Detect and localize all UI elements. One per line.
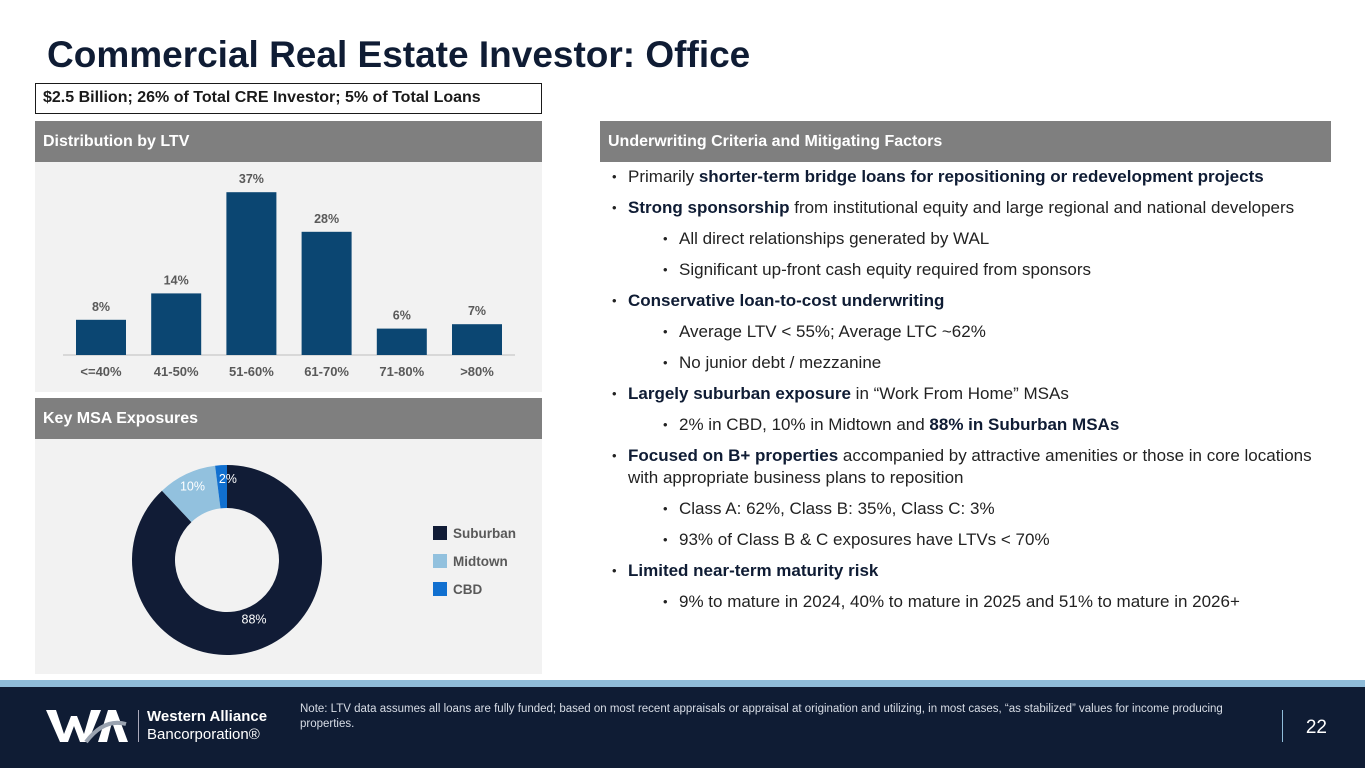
bullet-text: Conservative loan-to-cost underwriting: [628, 291, 945, 310]
bullet-item: All direct relationships generated by WA…: [663, 228, 1312, 250]
ltv-chart-panel: 8% <=40% 14% 41-50% 37% 51-60% 28% 61-70% 6% 71-8…: [35, 162, 542, 392]
bullet-text: Largely suburban exposure: [628, 384, 851, 403]
bullet-text: 88% in Suburban MSAs: [929, 415, 1120, 434]
criteria-list: Primarily shorter-term bridge loans for …: [612, 166, 1312, 622]
page-title: Commercial Real Estate Investor: Office: [47, 34, 751, 75]
x-tick-label: 51-60%: [229, 364, 274, 379]
bullet-item: Strong sponsorship from institutional eq…: [612, 197, 1312, 219]
bar-1: [151, 293, 202, 355]
msa-donut-chart: 88% Suburban 10% Midtown 2% CBD: [132, 465, 516, 655]
bullet-text: Class A: 62%, Class B: 35%, Class C: 3%: [679, 499, 995, 518]
criteria-header: Underwriting Criteria and Mitigating Fac…: [600, 121, 1331, 162]
legend-swatch: [433, 582, 447, 596]
slice-label: 88%: [242, 612, 267, 626]
bullet-item: Average LTV < 55%; Average LTC ~62%: [663, 321, 1312, 343]
bullet-text: accompanied by attractive amenities or t…: [628, 446, 1312, 487]
bullet-item: 2% in CBD, 10% in Midtown and 88% in Sub…: [663, 414, 1312, 436]
bullet-item: Conservative loan-to-cost underwriting: [612, 290, 1312, 312]
bullet-text: shorter-term bridge loans for reposition…: [698, 167, 1264, 186]
msa-chart-panel: 88% Suburban 10% Midtown 2% CBD: [35, 439, 542, 674]
bullet-item: Primarily shorter-term bridge loans for …: [612, 166, 1312, 188]
legend-swatch: [433, 554, 447, 568]
bar-label: 14%: [164, 273, 189, 287]
donut-slice-midtown: [161, 465, 221, 523]
bar-0: [76, 319, 126, 355]
legend-label: Suburban: [453, 526, 516, 541]
western-alliance-logo-icon: [46, 710, 128, 744]
bar-label: 8%: [92, 300, 110, 314]
footer-strip: [0, 680, 1365, 687]
logo-divider: [138, 710, 139, 742]
bullet-text: Primarily: [628, 167, 699, 186]
legend-label: CBD: [453, 582, 482, 597]
bullet-text: No junior debt / mezzanine: [679, 353, 882, 372]
footnote: Note: LTV data assumes all loans are ful…: [300, 703, 1223, 730]
x-tick-label: <=40%: [80, 364, 122, 379]
bar-3: [301, 231, 352, 355]
x-tick-label: 71-80%: [379, 364, 424, 379]
bullet-item: 9% to mature in 2024, 40% to mature in 2…: [663, 591, 1312, 613]
bar-label: 6%: [393, 309, 411, 323]
bar-5: [452, 324, 502, 355]
bullet-text: 93% of Class B & C exposures have LTVs <…: [679, 530, 1050, 549]
logo-line1: Western Alliance: [147, 708, 268, 725]
page-number: 22: [1305, 717, 1327, 738]
bullet-text: All direct relationships generated by WA…: [679, 229, 990, 248]
logo-text: Western Alliance Bancorporation®: [147, 708, 267, 744]
bullet-item: Significant up-front cash equity require…: [663, 259, 1312, 281]
bullet-text: Strong sponsorship: [628, 198, 790, 217]
bullet-item: No junior debt / mezzanine: [663, 352, 1312, 374]
bullet-item: 93% of Class B & C exposures have LTVs <…: [663, 529, 1312, 551]
bullet-text: 2% in CBD, 10% in Midtown and: [679, 415, 930, 434]
bullet-text: Significant up-front cash equity require…: [679, 260, 1091, 279]
bullet-text: Average LTV < 55%; Average LTC ~62%: [679, 322, 986, 341]
slice-label: 10%: [180, 480, 205, 494]
x-tick-label: 41-50%: [154, 364, 199, 379]
bar-label: 28%: [314, 212, 339, 226]
page-number-divider: [1282, 710, 1283, 742]
x-tick-label: >80%: [460, 364, 494, 379]
bar-4: [376, 328, 427, 355]
legend-swatch: [433, 526, 447, 540]
msa-header: Key MSA Exposures: [35, 398, 542, 439]
bullet-item: Class A: 62%, Class B: 35%, Class C: 3%: [663, 498, 1312, 520]
x-tick-label: 61-70%: [304, 364, 349, 379]
bullet-text: Focused on B+ properties: [628, 446, 839, 465]
bullet-text: 9% to mature in 2024, 40% to mature in 2…: [679, 592, 1240, 611]
bar-label: 37%: [239, 172, 264, 186]
bullet-item: Limited near-term maturity risk: [612, 560, 1312, 582]
bar-2: [226, 192, 277, 355]
ltv-bar-chart: 8% <=40% 14% 41-50% 37% 51-60% 28% 61-70% 6% 71-8…: [63, 172, 515, 379]
footer: Western Alliance Bancorporation® Note: L…: [0, 680, 1365, 768]
ltv-header: Distribution by LTV: [35, 121, 542, 162]
bullet-item: Focused on B+ properties accompanied by …: [612, 445, 1312, 489]
bullet-text: Limited near-term maturity risk: [628, 561, 879, 580]
donut-slice-suburban: [132, 465, 323, 655]
summary-box: $2.5 Billion; 26% of Total CRE Investor;…: [35, 83, 542, 114]
logo-line2: Bancorporation®: [147, 726, 260, 743]
donut-slice-cbd: [215, 465, 227, 509]
bullet-item: Largely suburban exposure in “Work From …: [612, 383, 1312, 405]
slice-label: 2%: [219, 472, 237, 486]
bullet-text: in “Work From Home” MSAs: [850, 384, 1069, 403]
legend-label: Midtown: [453, 554, 508, 569]
bar-label: 7%: [468, 304, 486, 318]
bullet-text: from institutional equity and large regi…: [789, 198, 1295, 217]
